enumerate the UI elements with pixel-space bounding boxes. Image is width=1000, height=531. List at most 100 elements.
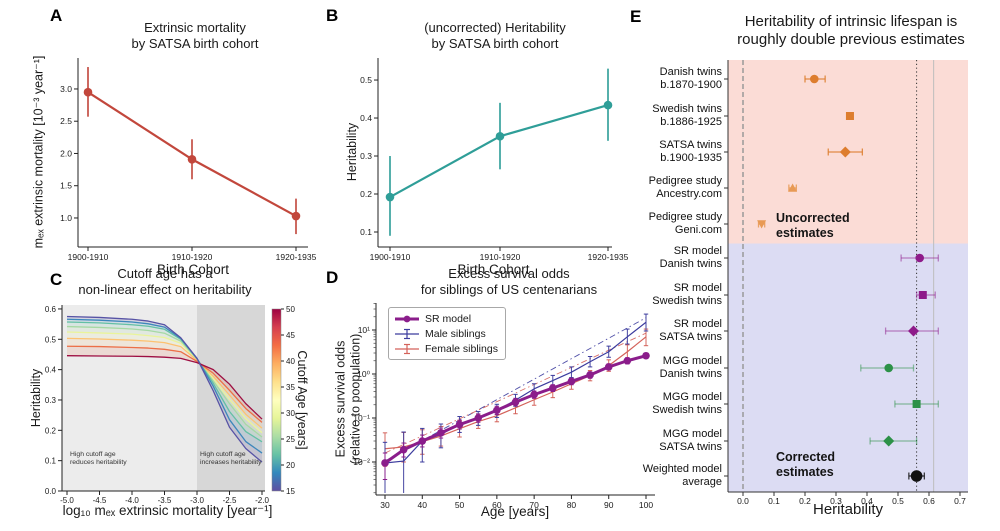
cutoff-age-colorbar bbox=[271, 308, 282, 492]
panel-c-note-right: High cutoff age increases heritability bbox=[200, 451, 262, 467]
svg-text:1900-1910: 1900-1910 bbox=[68, 252, 109, 262]
svg-text:90: 90 bbox=[604, 500, 614, 510]
panel-a-xlabel: Birth Cohort bbox=[156, 262, 230, 277]
svg-text:2.0: 2.0 bbox=[60, 148, 72, 158]
forest-row-label: SR model Danish twins bbox=[659, 245, 722, 270]
forest-row-label: Danish twins b.1870-1900 bbox=[659, 66, 722, 91]
panel-d-plot: 10¹ 10⁰ 10⁻¹ 10⁻² 30 40 50 60 70 80 90 100 bbox=[353, 303, 655, 510]
svg-text:10⁰: 10⁰ bbox=[357, 369, 370, 379]
legend-label-male-siblings: Male siblings bbox=[425, 327, 486, 340]
svg-text:0.0: 0.0 bbox=[45, 487, 57, 496]
svg-text:0.4: 0.4 bbox=[360, 113, 372, 123]
legend-label-sr-model: SR model bbox=[425, 312, 472, 325]
svg-text:-4.0: -4.0 bbox=[125, 496, 139, 505]
panel-b-xlabel: Birth Cohort bbox=[457, 262, 530, 277]
forest-row-label: SATSA twins b.1900-1935 bbox=[659, 139, 722, 164]
svg-text:45: 45 bbox=[286, 331, 295, 340]
svg-text:0.6: 0.6 bbox=[45, 305, 57, 314]
svg-text:30: 30 bbox=[286, 409, 295, 418]
panel-a-letter: A bbox=[50, 6, 63, 25]
panel-a-plot: 1.0 1.5 2.0 2.5 3.0 1900-1910 1910-1920 1920-19… bbox=[60, 58, 317, 262]
panel-e-plot: 0.0 0.1 0.2 0.3 0.4 0.5 0.6 0.7 bbox=[724, 60, 968, 506]
svg-text:40: 40 bbox=[286, 357, 295, 366]
svg-text:0.5: 0.5 bbox=[45, 335, 57, 344]
svg-text:1910-1920: 1910-1920 bbox=[172, 252, 213, 262]
panel-d-legend: SR model Male siblings Female siblings bbox=[388, 307, 506, 360]
panel-b-title: (uncorrected) Heritability by SATSA birt… bbox=[424, 20, 566, 51]
panel-b-letter: B bbox=[326, 6, 339, 25]
svg-text:30: 30 bbox=[380, 500, 390, 510]
uncorrected-estimates-annotation: Uncorrected estimates bbox=[776, 211, 850, 240]
svg-text:1.5: 1.5 bbox=[60, 181, 72, 191]
svg-text:20: 20 bbox=[286, 461, 295, 470]
panel-e-xlabel: Heritability bbox=[812, 501, 884, 518]
panel-d-ylabel: Excess survival odds (relative to poopul… bbox=[333, 333, 363, 465]
panel-c-ylabel: Heritability bbox=[29, 368, 43, 428]
svg-text:10⁻²: 10⁻² bbox=[353, 457, 370, 467]
svg-text:0.4: 0.4 bbox=[861, 496, 873, 506]
forest-row-label: Pedigree study Geni.com bbox=[648, 211, 722, 236]
svg-text:0.6: 0.6 bbox=[923, 496, 935, 506]
svg-text:15: 15 bbox=[286, 487, 295, 496]
svg-text:0.3: 0.3 bbox=[830, 496, 842, 506]
forest-row-label: Swedish twins b.1886-1925 bbox=[652, 103, 722, 128]
svg-text:1900-1910: 1900-1910 bbox=[370, 252, 411, 262]
svg-text:0.3: 0.3 bbox=[45, 396, 57, 405]
svg-text:1920-1935: 1920-1935 bbox=[276, 252, 317, 262]
svg-text:0.5: 0.5 bbox=[892, 496, 904, 506]
svg-text:-2.5: -2.5 bbox=[223, 496, 237, 505]
svg-text:35: 35 bbox=[286, 383, 295, 392]
svg-text:0.7: 0.7 bbox=[954, 496, 966, 506]
panel-e-title: Heritability of intrinsic lifespan is ro… bbox=[737, 13, 965, 48]
svg-text:1.0: 1.0 bbox=[60, 213, 72, 223]
svg-text:50: 50 bbox=[286, 305, 295, 314]
male-siblings-errorbar-icon bbox=[395, 328, 419, 339]
svg-text:0.2: 0.2 bbox=[799, 496, 811, 506]
svg-text:50: 50 bbox=[455, 500, 465, 510]
panel-c-letter: C bbox=[50, 270, 63, 289]
svg-text:3.0: 3.0 bbox=[60, 84, 72, 94]
forest-row-label: SR model Swedish twins bbox=[652, 282, 722, 307]
legend-item-female-siblings: Female siblings bbox=[394, 341, 498, 356]
forest-row-label: Pedigree study Ancestry.com bbox=[648, 175, 722, 200]
svg-text:0.1: 0.1 bbox=[45, 457, 57, 466]
svg-text:-5.0: -5.0 bbox=[60, 496, 74, 505]
svg-text:10¹: 10¹ bbox=[358, 325, 370, 335]
svg-text:0.2: 0.2 bbox=[45, 426, 57, 435]
forest-row-label: SR model SATSA twins bbox=[659, 318, 722, 343]
panel-c-note-left: High cutoff age reduces heritability bbox=[70, 451, 127, 467]
panel-c-xlabel: log₁₀ mₑₓ extrinsic mortality [year⁻¹] bbox=[62, 503, 273, 518]
panel-a-title: Extrinsic mortality by SATSA birth cohor… bbox=[131, 20, 259, 51]
legend-item-sr-model: SR model bbox=[394, 311, 498, 326]
forest-row-label: MGG model Swedish twins bbox=[652, 391, 722, 416]
svg-text:-4.5: -4.5 bbox=[93, 496, 107, 505]
svg-text:-3.5: -3.5 bbox=[158, 496, 172, 505]
panel-a-ylabel: mₑₓ extrinsic mortality [10⁻³ year⁻¹] bbox=[31, 55, 46, 249]
corrected-estimates-annotation: Corrected estimates bbox=[776, 450, 836, 479]
svg-text:0.1: 0.1 bbox=[768, 496, 780, 506]
panel-b-plot: 0.1 0.2 0.3 0.4 0.5 1900-1910 1910-1920 1920-19… bbox=[360, 58, 629, 262]
svg-text:0.2: 0.2 bbox=[360, 189, 372, 199]
forest-row-label: MGG model SATSA twins bbox=[659, 428, 722, 453]
panel-d-letter: D bbox=[326, 268, 339, 287]
svg-text:0.0: 0.0 bbox=[737, 496, 749, 506]
panel-c-plot: 0.0 0.1 0.2 0.3 0.4 0.5 0.6 -5.0 -4.5 -4.0 -3.5 -3.… bbox=[45, 305, 296, 505]
panel-c-title: Cutoff age has a non-linear effect on he… bbox=[78, 266, 252, 297]
svg-text:0.4: 0.4 bbox=[45, 366, 57, 375]
svg-text:1910-1920: 1910-1920 bbox=[480, 252, 521, 262]
svg-text:25: 25 bbox=[286, 435, 295, 444]
panel-d-title: Excess survival odds for siblings of US … bbox=[420, 266, 598, 297]
svg-text:1920-1935: 1920-1935 bbox=[588, 252, 629, 262]
female-siblings-errorbar-icon bbox=[395, 343, 419, 354]
svg-text:40: 40 bbox=[418, 500, 428, 510]
panel-b-ylabel: Heritability bbox=[345, 122, 359, 182]
svg-text:100: 100 bbox=[639, 500, 653, 510]
svg-text:60: 60 bbox=[492, 500, 502, 510]
svg-text:10⁻¹: 10⁻¹ bbox=[353, 413, 370, 423]
svg-text:0.5: 0.5 bbox=[360, 75, 372, 85]
svg-text:-2.0: -2.0 bbox=[255, 496, 269, 505]
forest-row-label: MGG model Danish twins bbox=[659, 355, 722, 380]
svg-text:70: 70 bbox=[529, 500, 539, 510]
